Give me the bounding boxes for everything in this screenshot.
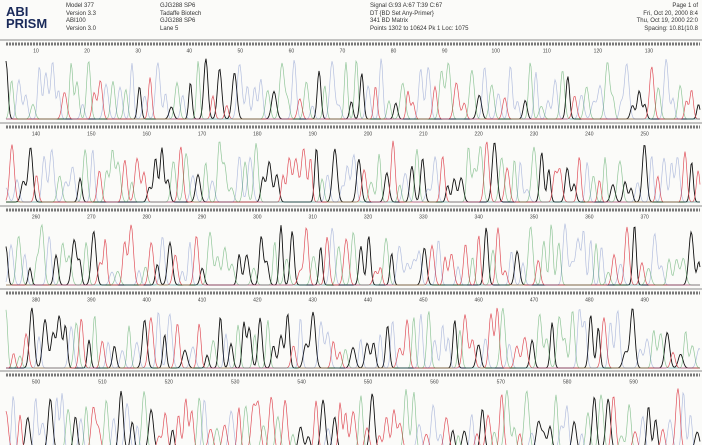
position-label: 140	[32, 131, 41, 137]
position-label: 150	[87, 131, 96, 137]
position-label: 160	[142, 131, 151, 137]
position-label: 540	[297, 379, 306, 385]
position-label: 500	[32, 379, 41, 385]
position-label: 280	[142, 214, 151, 220]
position-label: 220	[474, 131, 483, 137]
position-label: 410	[198, 297, 207, 303]
trace	[6, 389, 700, 445]
position-label: 580	[563, 379, 572, 385]
trace	[6, 391, 700, 445]
position-label: 380	[32, 297, 41, 303]
position-label: 430	[308, 297, 317, 303]
position-label: 270	[87, 214, 96, 220]
trace	[6, 393, 700, 445]
position-label: 230	[530, 131, 539, 137]
position-label: 320	[364, 214, 373, 220]
position-label: 190	[308, 131, 317, 137]
position-label: 370	[640, 214, 649, 220]
position-label: 480	[585, 297, 594, 303]
position-label: 340	[474, 214, 483, 220]
page: ABI PRISM Model 377Version 3.3ABI100Vers…	[0, 0, 702, 445]
trace	[6, 308, 700, 368]
trace	[6, 310, 700, 369]
position-label: 60	[289, 48, 295, 54]
position-label: 100	[492, 48, 501, 54]
position-label: 200	[364, 131, 373, 137]
position-label: 330	[419, 214, 428, 220]
trace	[6, 308, 700, 368]
position-label: 460	[474, 297, 483, 303]
position-label: 240	[585, 131, 594, 137]
position-label: 350	[530, 214, 539, 220]
position-label: 440	[364, 297, 373, 303]
position-label: 30	[135, 48, 141, 54]
position-label: 300	[253, 214, 262, 220]
position-label: 130	[645, 48, 654, 54]
position-label: 260	[32, 214, 41, 220]
position-label: 510	[98, 379, 107, 385]
position-label: 390	[87, 297, 96, 303]
position-label: 570	[497, 379, 506, 385]
trace	[6, 308, 700, 368]
position-label: 520	[165, 379, 174, 385]
position-label: 10	[33, 48, 39, 54]
position-label: 450	[419, 297, 428, 303]
position-label: 360	[585, 214, 594, 220]
position-label: 170	[198, 131, 207, 137]
position-label: 120	[594, 48, 603, 54]
position-label: 40	[186, 48, 192, 54]
position-label: 180	[253, 131, 262, 137]
trace	[6, 142, 700, 202]
trace	[6, 388, 700, 445]
position-label: 400	[142, 297, 151, 303]
position-label: 50	[238, 48, 244, 54]
position-label: 550	[364, 379, 373, 385]
position-label: 420	[253, 297, 262, 303]
position-label: 70	[340, 48, 346, 54]
position-label: 590	[629, 379, 638, 385]
position-label: 290	[198, 214, 207, 220]
position-label: 250	[640, 131, 649, 137]
position-label: 110	[543, 48, 551, 54]
position-label: 20	[84, 48, 90, 54]
position-label: 490	[640, 297, 649, 303]
position-label: 210	[419, 131, 428, 137]
position-label: 530	[231, 379, 240, 385]
trace	[6, 150, 700, 202]
position-label: 80	[391, 48, 397, 54]
position-label: 310	[308, 214, 317, 220]
chromatogram: 10 20 30 40 50 60 70 80 90 100 110 120 130 140 150 160 1…	[0, 0, 702, 445]
position-label: 560	[430, 379, 439, 385]
position-label: 470	[530, 297, 539, 303]
position-label: 90	[442, 48, 448, 54]
